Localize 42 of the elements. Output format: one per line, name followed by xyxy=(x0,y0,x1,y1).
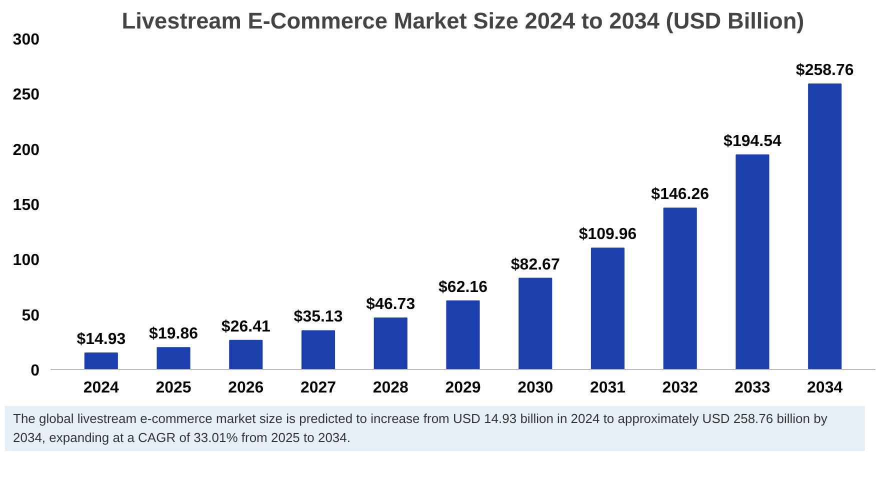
bar xyxy=(156,347,190,370)
x-tick-label: 2033 xyxy=(734,380,770,396)
data-label: $146.26 xyxy=(651,186,710,204)
bar xyxy=(446,300,480,370)
y-tick-label: 0 xyxy=(30,362,40,380)
x-tick-label: 2030 xyxy=(518,380,554,396)
y-tick-label: 150 xyxy=(12,197,40,214)
y-tick-label: 100 xyxy=(12,252,40,270)
bar xyxy=(518,278,552,370)
x-tick-label: 2034 xyxy=(807,380,843,396)
bar xyxy=(84,352,118,370)
data-label: $62.16 xyxy=(438,278,488,296)
y-tick-label: 300 xyxy=(12,32,40,48)
y-tick-label: 200 xyxy=(12,142,40,159)
x-tick-label: 2025 xyxy=(156,380,192,396)
bar xyxy=(374,317,408,370)
data-label: $46.73 xyxy=(366,296,416,313)
bar xyxy=(736,154,770,370)
chart-title: Livestream E-Commerce Market Size 2024 to 2034 (USD Billion) xyxy=(122,8,804,34)
data-label: $14.93 xyxy=(76,331,126,348)
text: The global livestream e-commerce market size is predicted to increase from USD 14.93 billion in 2024 to approximately USD 258.76 billion by 2034, expanding at a CAGR of 33.01% from 2025 to 2034. xyxy=(13,410,828,447)
y-tick-label: 50 xyxy=(22,307,40,324)
x-tick-label: 2024 xyxy=(83,380,120,396)
bar xyxy=(663,208,697,370)
x-tick-label: 2027 xyxy=(300,380,336,396)
x-tick-label: 2029 xyxy=(445,380,481,396)
bar xyxy=(590,248,625,370)
data-label: $19.86 xyxy=(149,326,198,343)
x-tick-label: 2026 xyxy=(228,380,264,396)
x-tick-label: 2031 xyxy=(590,380,626,396)
data-label: $35.13 xyxy=(294,308,343,326)
data-label: $194.54 xyxy=(724,132,782,150)
bar xyxy=(229,340,263,370)
x-tick-label: 2028 xyxy=(372,380,409,396)
bar xyxy=(808,84,842,370)
x-tick-label: 2032 xyxy=(662,380,698,396)
data-label: $82.67 xyxy=(510,256,560,274)
data-label: $258.76 xyxy=(796,62,854,79)
bar xyxy=(301,330,336,370)
data-label: $109.96 xyxy=(578,226,637,244)
y-tick-label: 250 xyxy=(12,86,40,104)
data-label: $26.41 xyxy=(221,318,270,336)
